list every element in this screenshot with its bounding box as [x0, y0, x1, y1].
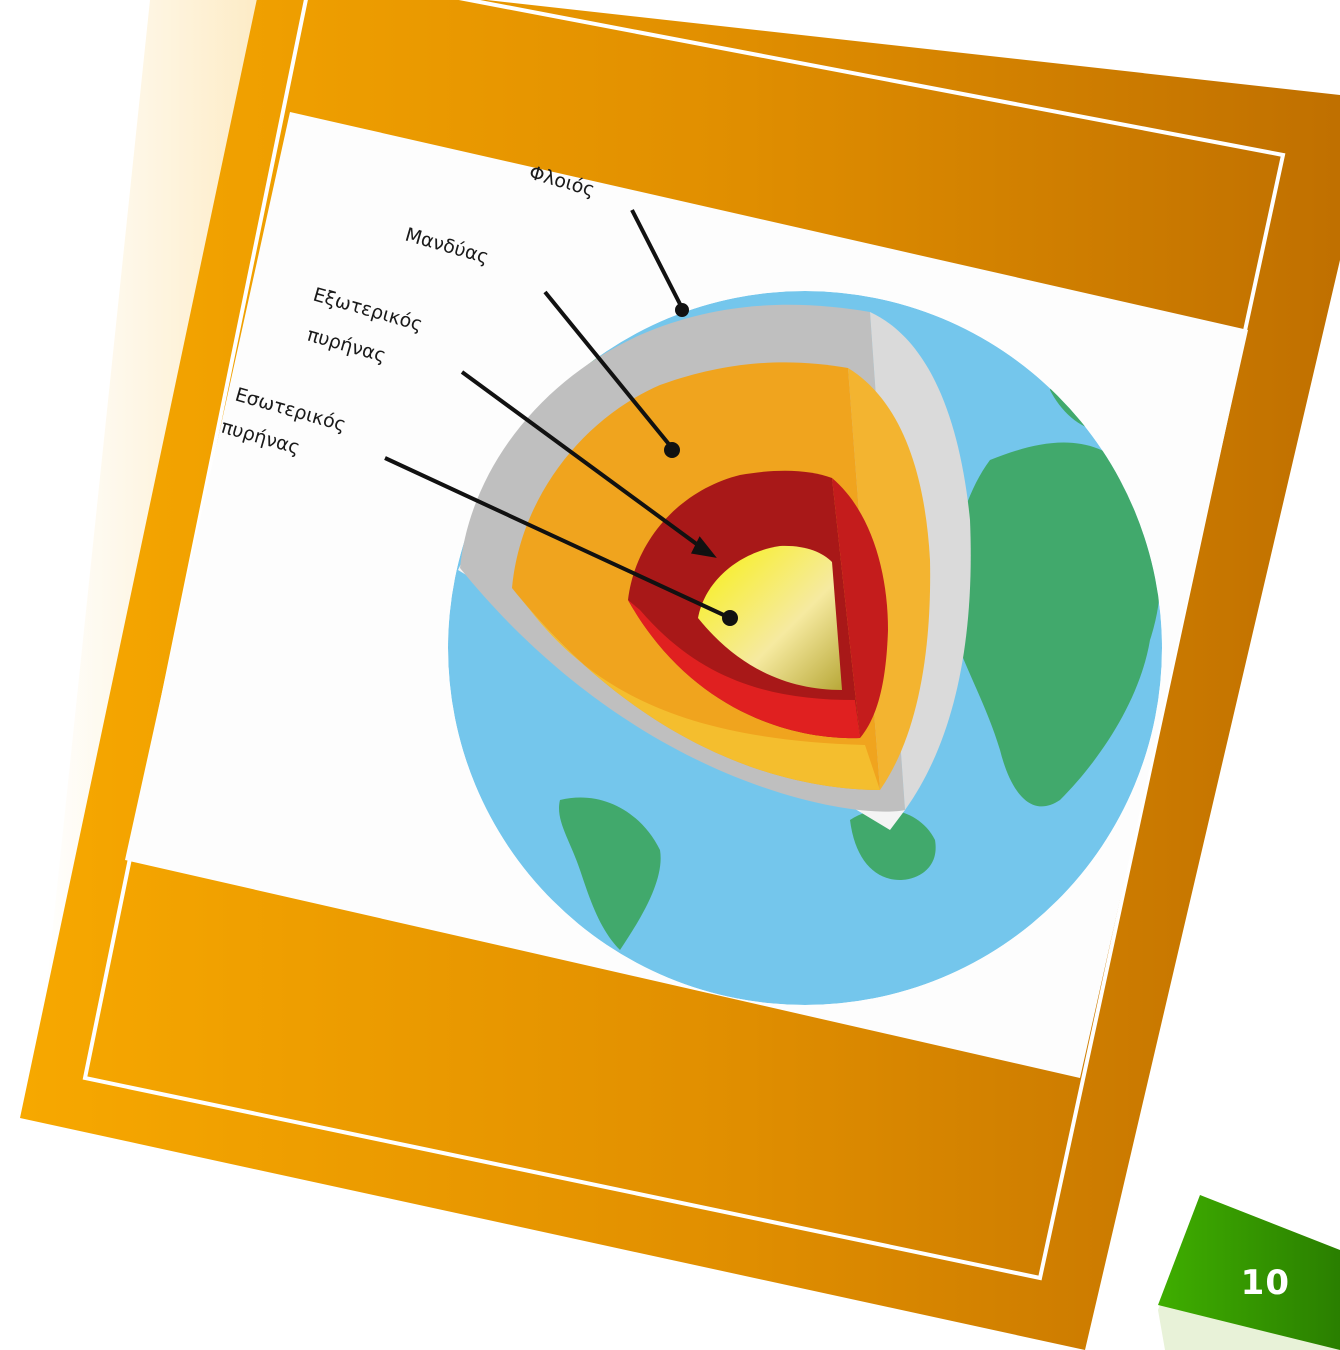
mantle-side: [848, 368, 931, 790]
outer-core-side: [832, 478, 888, 738]
page-number: 10: [1240, 1263, 1290, 1303]
page-badge: [1158, 1195, 1340, 1350]
mantle-bottom: [512, 588, 880, 790]
inner-core-layer: [698, 545, 842, 690]
leader-lines: [384, 209, 738, 626]
outer-core-bottom: [628, 600, 860, 739]
earth-cutaway: [448, 291, 1162, 1005]
